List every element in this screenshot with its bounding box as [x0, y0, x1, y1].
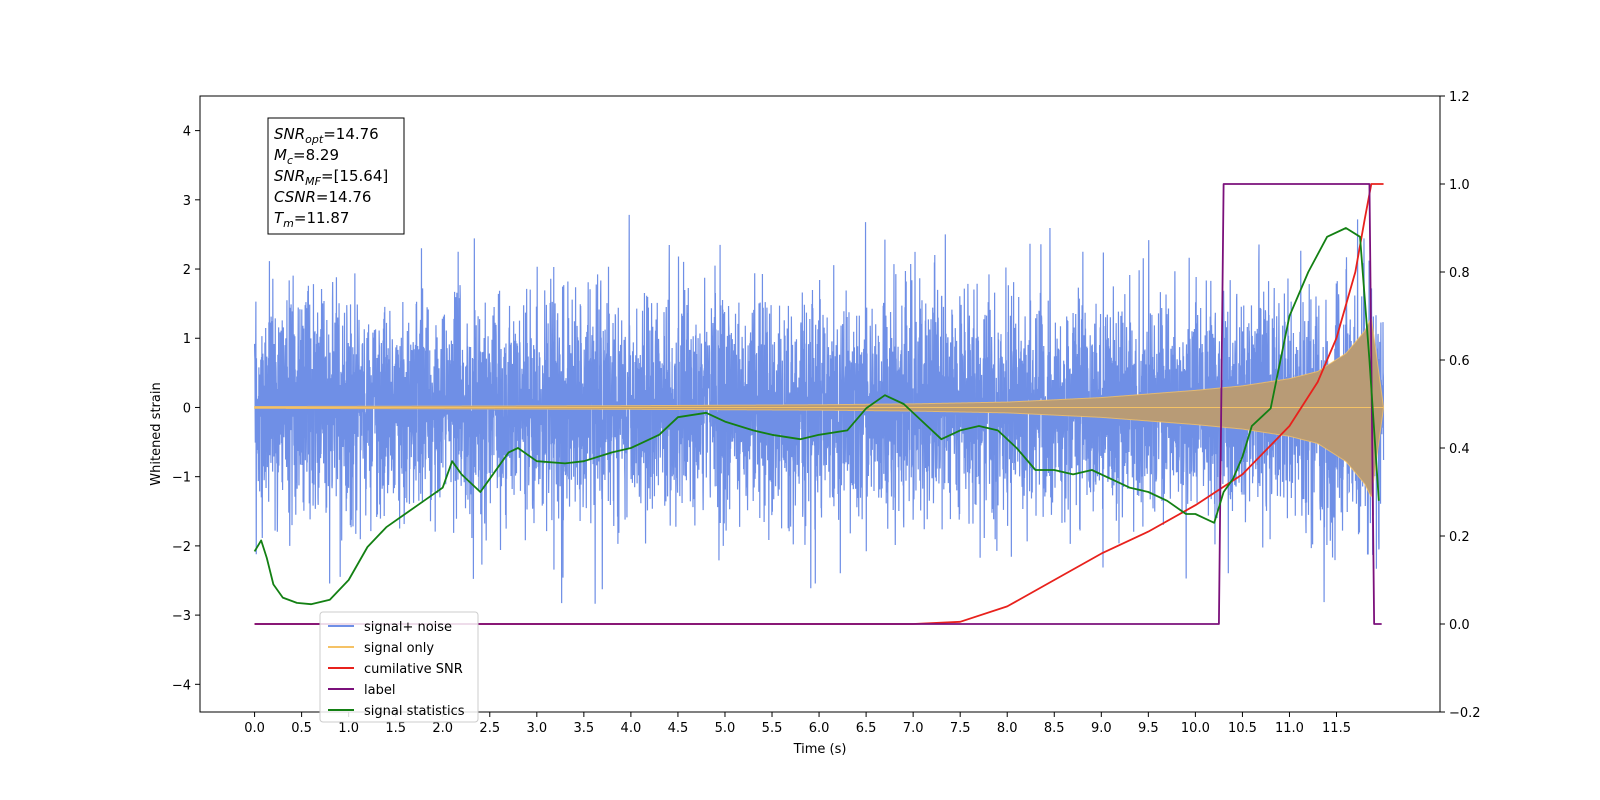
x-tick-label: 6.5 — [856, 721, 877, 736]
y-tick-label-left: 2 — [183, 263, 191, 278]
y-tick-label-right: 0.0 — [1449, 618, 1470, 633]
label-line — [254, 183, 1382, 625]
stats-value: =8.29 — [293, 146, 339, 164]
stats-symbol: M — [274, 146, 287, 164]
y-tick-label-left: −4 — [172, 678, 191, 693]
signal-statistics-line — [253, 227, 1380, 606]
stats-line: SNRopt=14.76 — [274, 125, 379, 146]
y-axis-right: 1.2 1.0 0.8 0.6 0.4 0.2 0.0 −0.2 — [1440, 90, 1481, 721]
x-tick-label: 2.5 — [479, 721, 500, 736]
y-tick-label-right: 0.4 — [1449, 442, 1470, 457]
x-tick-label: 7.5 — [950, 721, 971, 736]
legend-label: label — [364, 683, 395, 698]
y-tick-label-left: −2 — [172, 540, 191, 555]
stats-box-frame — [267, 117, 405, 235]
stats-line: Mc=8.29 — [274, 146, 339, 167]
stats-subscript: opt — [305, 133, 324, 146]
y-tick-label-left: −1 — [172, 471, 191, 486]
x-axis-title: Time (s) — [793, 742, 847, 757]
stats-symbol: SNR — [274, 167, 305, 185]
stats-symbol: T — [274, 209, 285, 227]
x-tick-label: 0.0 — [244, 721, 265, 736]
legend: signal+ noise signal only cumilative SNR la… — [319, 611, 479, 723]
y-tick-label-right: 1.0 — [1449, 178, 1470, 193]
y-tick-label-right: −0.2 — [1449, 706, 1481, 721]
x-tick-label: 4.5 — [668, 721, 689, 736]
y-tick-label-left: −3 — [172, 609, 191, 624]
x-tick-label: 5.0 — [715, 721, 736, 736]
stats-line: SNRMF=[15.64] — [274, 167, 388, 188]
signal-only-series — [254, 317, 1385, 498]
x-tick-label: 9.5 — [1138, 721, 1159, 736]
x-tick-label: 5.5 — [762, 721, 783, 736]
legend-label: signal only — [364, 641, 434, 656]
legend-label: cumilative SNR — [364, 662, 463, 677]
x-tick-label: 10.5 — [1228, 721, 1257, 736]
x-tick-label: 1.5 — [385, 721, 406, 736]
legend-label: signal+ noise — [364, 620, 452, 635]
y-tick-label-right: 0.2 — [1449, 530, 1470, 545]
legend-frame — [319, 611, 479, 723]
stats-subscript: m — [283, 217, 294, 230]
plot-frame — [199, 95, 1441, 713]
x-tick-label: 3.5 — [574, 721, 595, 736]
legend-label: signal statistics — [364, 704, 465, 719]
x-tick-label: 1.0 — [338, 721, 359, 736]
y-axis-left: 4 3 2 1 0 −1 −2 −3 −4 — [172, 125, 200, 693]
stats-subscript: c — [287, 154, 293, 167]
x-tick-label: 9.0 — [1091, 721, 1112, 736]
x-tick-label: 0.5 — [291, 721, 312, 736]
y-tick-label-left: 0 — [183, 401, 191, 416]
y-tick-label-left: 3 — [183, 194, 191, 209]
stats-line: CSNR=14.76 — [274, 188, 371, 206]
x-tick-label: 4.0 — [621, 721, 642, 736]
stats-value: =[15.64] — [321, 167, 388, 185]
y-tick-label-right: 0.8 — [1449, 266, 1470, 281]
x-tick-label: 6.0 — [809, 721, 830, 736]
x-tick-label: 8.0 — [997, 721, 1018, 736]
x-tick-label: 11.5 — [1322, 721, 1351, 736]
stats-box: SNRopt=14.76Mc=8.29SNRMF=[15.64]CSNR=14.… — [267, 117, 405, 235]
y-tick-label-left: 1 — [183, 332, 191, 347]
y-tick-label-right: 0.6 — [1449, 354, 1470, 369]
x-tick-label: 2.0 — [432, 721, 453, 736]
x-tick-label: 7.0 — [903, 721, 924, 736]
x-tick-label: 3.0 — [526, 721, 547, 736]
x-tick-label: 10.0 — [1181, 721, 1210, 736]
right-axis-series — [253, 183, 1384, 625]
stats-value: =11.87 — [294, 209, 350, 227]
y-tick-label-left: 4 — [183, 125, 191, 140]
x-tick-label: 11.0 — [1275, 721, 1304, 736]
stats-subscript: MF — [305, 175, 321, 188]
stats-value: =14.76 — [323, 125, 379, 143]
y-tick-label-right: 1.2 — [1449, 90, 1470, 105]
x-tick-label: 8.5 — [1044, 721, 1065, 736]
y-axis-title: Whitened strain — [149, 382, 164, 485]
plot-area — [253, 183, 1385, 625]
stats-line: Tm=11.87 — [274, 209, 349, 230]
x-axis: 0.0 0.5 1.0 1.5 2.0 2.5 3.0 3.5 4.0 4.5 5.0 5.5 6.0 6… — [244, 712, 1351, 736]
stats-symbol: SNR — [274, 125, 305, 143]
stats-value: =14.76 — [316, 188, 372, 206]
stats-symbol: CSNR — [274, 188, 316, 206]
